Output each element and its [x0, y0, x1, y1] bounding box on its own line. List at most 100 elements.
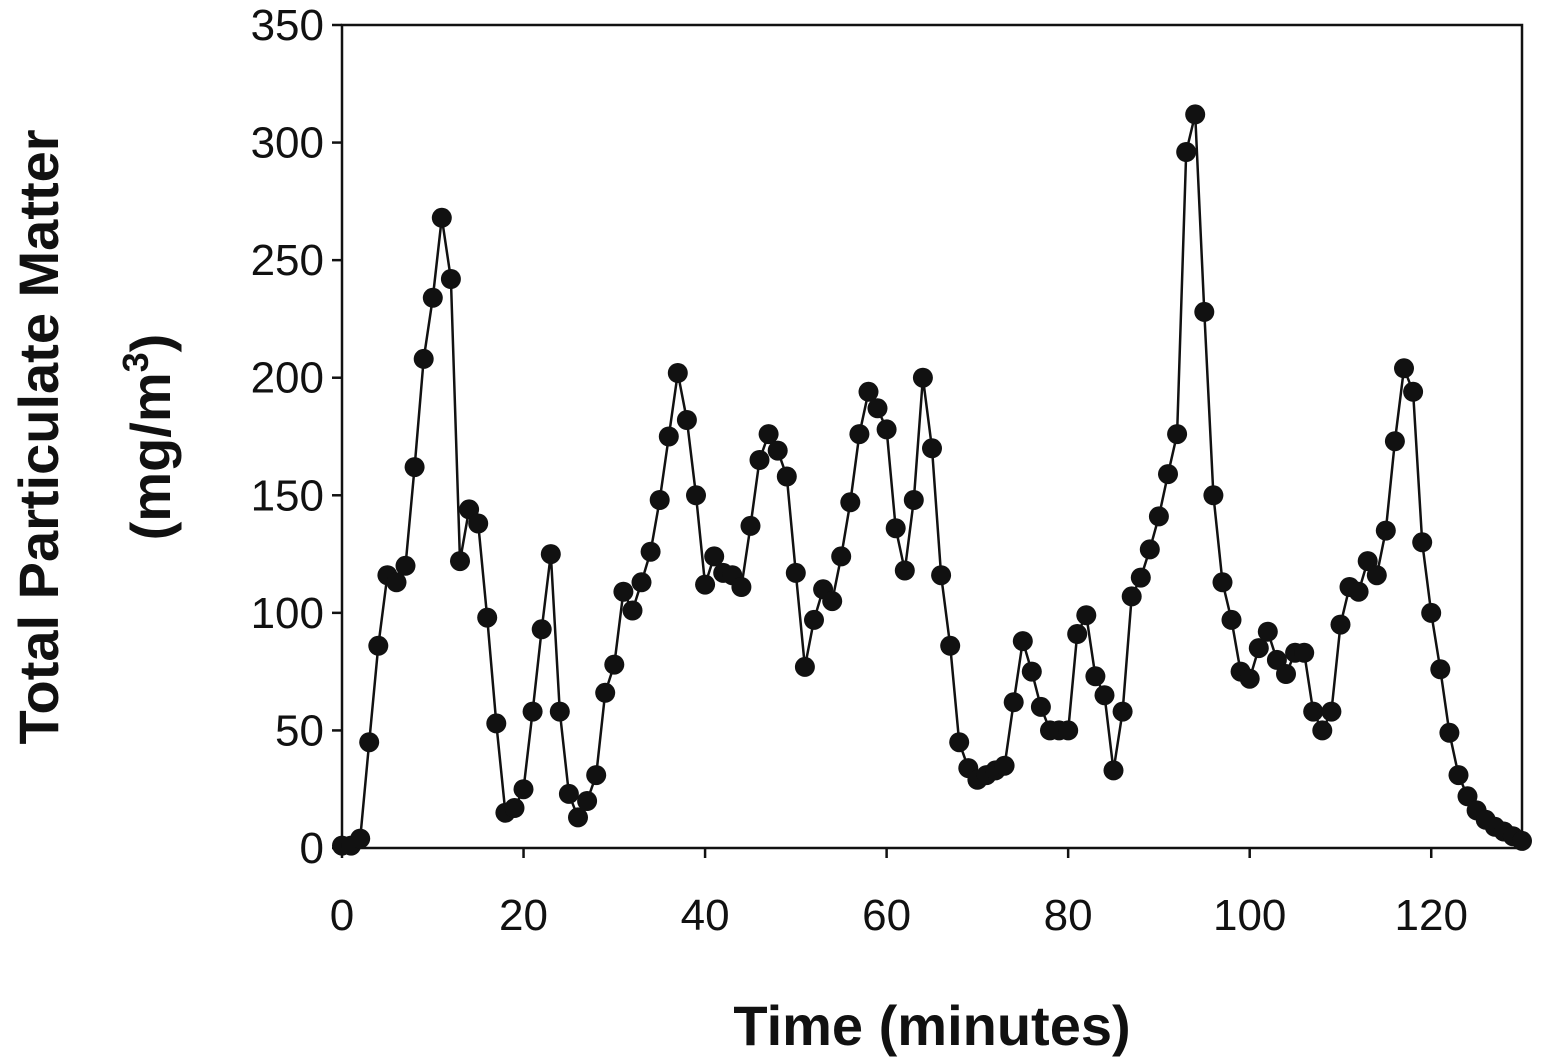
- data-point: [604, 654, 625, 675]
- y-axis-unit-exponent: 3: [115, 352, 156, 372]
- data-point: [477, 607, 498, 628]
- data-point: [1276, 664, 1296, 684]
- data-point: [667, 363, 688, 383]
- data-point: [1312, 720, 1333, 741]
- y-axis-title: Total Particulate Matter (mg/m3): [7, 129, 182, 744]
- data-point: [1239, 668, 1260, 689]
- data-point: [794, 656, 815, 677]
- data-point: [558, 783, 579, 804]
- data-point: [1321, 701, 1342, 722]
- data-point: [1148, 506, 1169, 527]
- data-point: [613, 581, 634, 602]
- data-point: [849, 424, 870, 445]
- data-point: [903, 490, 924, 510]
- data-point: [940, 635, 961, 656]
- y-tick-label: 150: [251, 471, 324, 520]
- x-axis-title: Time (minutes): [733, 994, 1130, 1057]
- data-point: [1021, 661, 1042, 682]
- data-point: [1203, 485, 1224, 506]
- data-point: [1158, 464, 1178, 485]
- data-point: [804, 609, 824, 630]
- data-point: [1094, 685, 1115, 706]
- data-point: [704, 546, 725, 567]
- data-point: [404, 457, 425, 478]
- data-point: [1384, 431, 1405, 452]
- y-tick-label: 50: [275, 706, 324, 755]
- data-point: [522, 701, 543, 722]
- data-point: [885, 518, 906, 539]
- data-point: [631, 572, 652, 593]
- data-point: [568, 807, 588, 828]
- y-axis-title-line2: (mg/m3): [115, 334, 182, 541]
- data-point: [540, 544, 561, 565]
- data-point: [1167, 424, 1188, 445]
- data-point: [1176, 142, 1197, 162]
- data-point: [440, 269, 461, 289]
- plot-area-frame: [340, 23, 1524, 850]
- data-point: [758, 424, 779, 445]
- data-point: [949, 732, 970, 753]
- data-point: [1448, 765, 1469, 786]
- data-point: [658, 426, 679, 447]
- y-tick-label: 100: [251, 589, 324, 638]
- data-point: [1085, 666, 1106, 687]
- data-point: [931, 565, 952, 586]
- y-axis-unit: (mg/m: [119, 372, 182, 540]
- x-tick-label: 60: [862, 891, 911, 940]
- data-point: [1012, 631, 1033, 652]
- data-point: [1257, 621, 1278, 642]
- data-point: [1375, 520, 1396, 541]
- x-tick-label: 120: [1395, 891, 1468, 940]
- data-point: [740, 515, 761, 536]
- data-point: [622, 600, 643, 621]
- data-point: [776, 466, 797, 487]
- data-point: [1194, 301, 1215, 322]
- data-point: [486, 713, 507, 734]
- y-tick-label: 200: [251, 354, 324, 403]
- data-point: [1221, 609, 1242, 630]
- data-point: [1121, 586, 1142, 607]
- data-point: [649, 490, 670, 510]
- x-axis: 0 20 40 60 80 100 120: [330, 848, 1468, 940]
- data-point: [822, 591, 843, 612]
- data-point: [867, 398, 888, 419]
- data-point: [840, 492, 861, 513]
- data-point: [1439, 722, 1460, 743]
- data-point: [1185, 104, 1206, 125]
- data-point: [468, 513, 489, 534]
- data-point: [359, 732, 380, 753]
- x-tick-label: 80: [1044, 891, 1093, 940]
- data-point: [413, 348, 434, 369]
- y-axis-unit-close: ): [119, 334, 182, 353]
- data-point: [894, 560, 915, 581]
- data-point: [450, 551, 470, 572]
- data-point: [749, 450, 770, 470]
- data-point: [731, 577, 752, 597]
- data-point: [858, 381, 879, 402]
- data-point: [513, 779, 534, 800]
- x-tick-label: 100: [1213, 891, 1286, 940]
- x-tick-label: 20: [499, 891, 548, 940]
- data-point: [1076, 605, 1097, 626]
- data-point: [1103, 760, 1124, 781]
- data-point: [1058, 720, 1079, 741]
- data-point: [1512, 830, 1532, 851]
- y-tick-label: 300: [251, 119, 324, 168]
- data-point: [1394, 358, 1414, 379]
- data-point: [1366, 565, 1387, 586]
- y-tick-label: 350: [251, 1, 324, 50]
- data-point: [1130, 567, 1151, 588]
- data-point: [695, 574, 716, 595]
- y-axis-title-line1: Total Particulate Matter: [7, 129, 70, 744]
- x-tick-label: 40: [681, 891, 730, 940]
- y-tick-label: 250: [251, 236, 324, 285]
- data-point: [577, 791, 598, 811]
- data-point: [586, 765, 607, 786]
- data-point: [1003, 692, 1024, 713]
- series-line: [342, 113, 1523, 847]
- data-point: [994, 755, 1015, 776]
- data-point: [1330, 614, 1351, 635]
- data-point: [368, 635, 389, 656]
- data-point: [549, 701, 570, 722]
